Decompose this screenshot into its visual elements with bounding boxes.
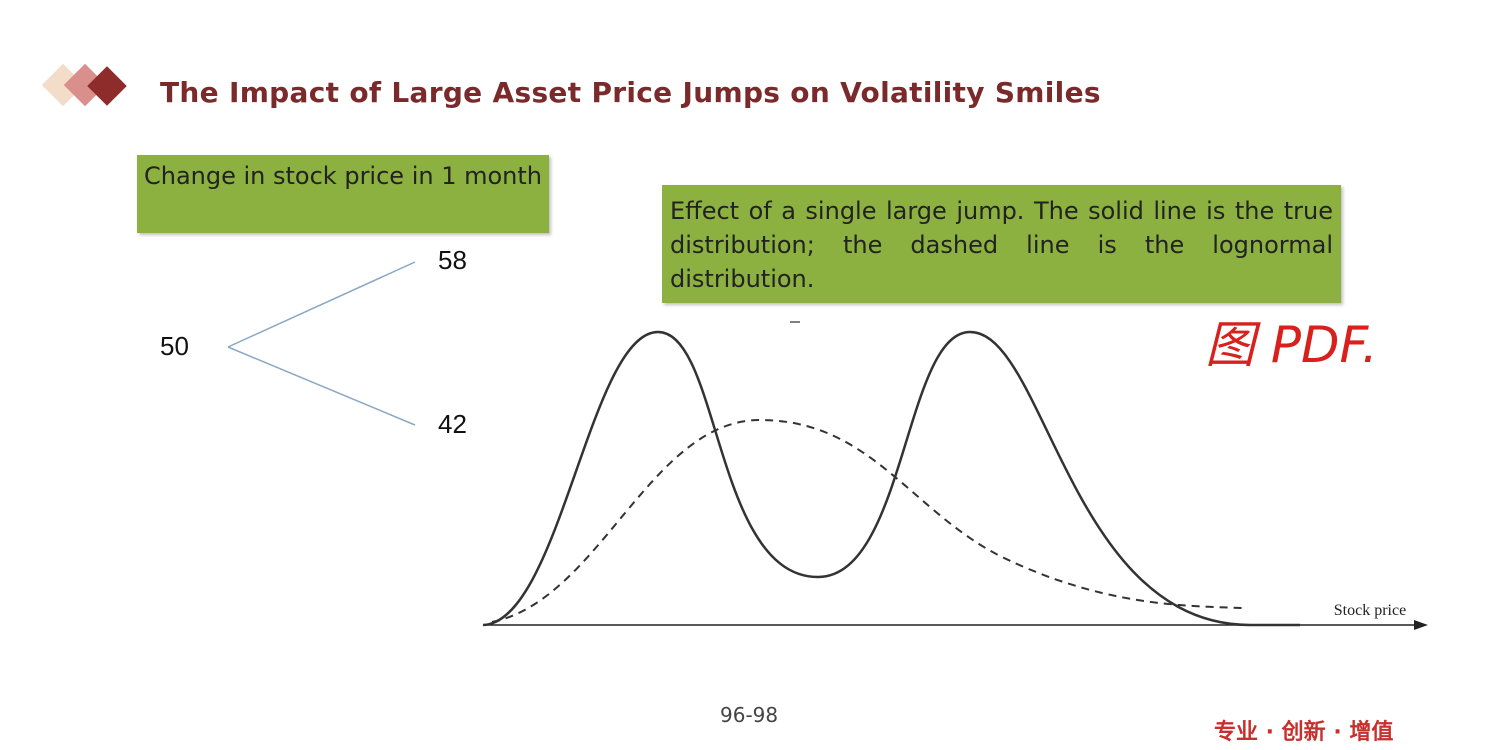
slide-title: The Impact of Large Asset Price Jumps on… [160,76,1101,109]
page-number: 96-98 [720,703,779,727]
tree-up: 58 [438,245,467,275]
tree-down: 42 [438,409,467,439]
right-box: Effect of a single large jump. The solid… [662,185,1341,303]
true-distribution [482,330,1300,627]
tree-lines [227,261,416,426]
axis-arrow [1414,620,1428,630]
slogan: 专业 · 创新 · 增值 [1214,720,1394,745]
logo [41,63,127,107]
x-axis-label: Stock price [1334,602,1406,619]
lognormal-distribution [491,418,1243,623]
left-box: Change in stock price in 1 month [137,155,549,233]
handwriting: 图 PDF. [1205,316,1378,374]
tree-root: 50 [160,331,189,361]
distribution-figure: Stock price [482,330,1428,630]
